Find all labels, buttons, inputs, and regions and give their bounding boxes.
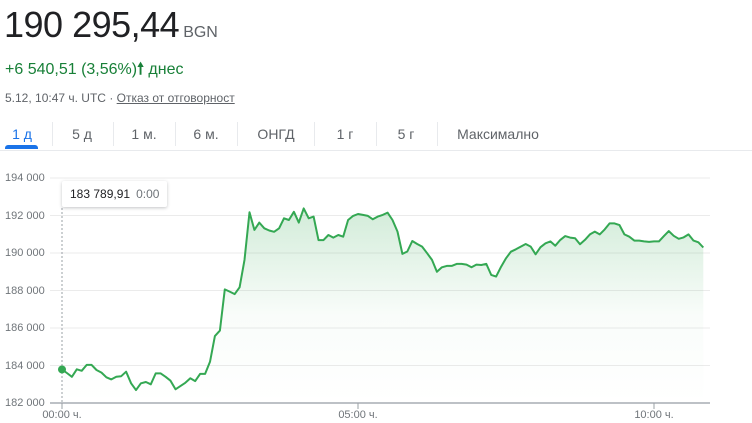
price-value: 190 295,44 (4, 4, 180, 45)
x-tick-label: 00:00 ч. (42, 409, 82, 421)
y-tick-label: 188 000 (5, 284, 45, 297)
y-tick-label: 182 000 (5, 397, 45, 409)
tab-divider (52, 122, 53, 146)
tab-5y[interactable]: 5 г (397, 126, 415, 142)
tooltip-value: 183 789,91 (70, 187, 131, 201)
disclaimer-link[interactable]: Отказ от отговорност (116, 91, 235, 105)
tab-5d[interactable]: 5 д (72, 126, 92, 142)
timestamp-row: 5.12, 10:47 ч. UTC · Отказ от отговорнос… (5, 91, 235, 105)
hover-point (58, 365, 66, 374)
timestamp: 5.12, 10:47 ч. UTC (5, 91, 106, 105)
tab-1y[interactable]: 1 г (336, 126, 354, 142)
x-tick-label: 10:00 ч. (634, 409, 674, 421)
tab-divider (175, 122, 176, 146)
y-tick-label: 186 000 (5, 322, 45, 334)
tab-1d[interactable]: 1 д (12, 126, 32, 142)
y-tick-label: 190 000 (5, 247, 45, 259)
active-tab-indicator (5, 145, 38, 149)
tab-divider (437, 122, 438, 146)
tab-divider (376, 122, 377, 146)
currency-label: BGN (183, 24, 218, 41)
tab-1m[interactable]: 1 м. (131, 126, 157, 142)
arrow-up-icon: 🠕 (137, 61, 144, 78)
tab-6m[interactable]: 6 м. (193, 126, 219, 142)
chart-series-line (61, 207, 705, 392)
current-price: 190 295,44 BGN (4, 4, 218, 46)
range-tabs: 1 д 5 д 1 м. 6 м. ОНГД 1 г 5 г Максималн… (0, 120, 752, 151)
tooltip-time: 0:00 (136, 187, 160, 201)
y-tick-label: 184 000 (5, 359, 45, 372)
y-tick-label: 192 000 (5, 209, 45, 222)
change-value: +6 540,51 (3,56%) (5, 61, 138, 78)
chart-area-fill (62, 208, 704, 403)
separator: · (109, 91, 114, 105)
tab-max[interactable]: Максимално (457, 126, 539, 142)
x-tick-label: 05:00 ч. (338, 409, 378, 421)
chart-tooltip: 183 789,91 0:00 (62, 181, 168, 207)
tab-divider (113, 122, 114, 146)
y-tick-label: 194 000 (5, 172, 45, 184)
tab-divider (314, 122, 315, 146)
price-change: +6 540,51 (3,56%)🠕 днес (5, 58, 184, 85)
tab-ytd[interactable]: ОНГД (257, 126, 295, 142)
tab-divider (237, 122, 238, 146)
change-period: днес (148, 61, 184, 78)
